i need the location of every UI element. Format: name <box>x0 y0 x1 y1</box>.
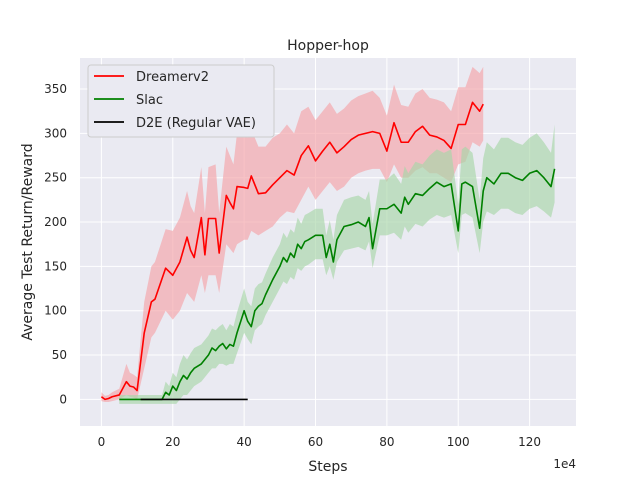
chart-title: Hopper-hop <box>287 38 369 54</box>
x-axis-multiplier: 1e4 <box>553 457 576 471</box>
x-tick-label: 120 <box>518 435 541 449</box>
y-tick-label: 300 <box>44 126 67 140</box>
legend-label-dreamerv2: Dreamerv2 <box>136 70 209 85</box>
x-tick-label: 60 <box>308 435 323 449</box>
series-lines <box>100 101 556 401</box>
y-tick-label: 150 <box>44 259 67 273</box>
x-tick-labels: 0 20 40 60 80 100 120 <box>98 435 541 449</box>
legend: Dreamerv2 Slac D2E (Regular VAE) <box>87 64 275 138</box>
legend-label-slac: Slac <box>136 93 163 108</box>
x-axis-label: Steps <box>308 459 347 475</box>
x-tick-label: 20 <box>165 435 180 449</box>
legend-label-d2e: D2E (Regular VAE) <box>136 116 256 131</box>
x-tick-label: 0 <box>98 435 106 449</box>
y-tick-label: 200 <box>44 215 67 229</box>
y-tick-label: 50 <box>52 348 67 362</box>
line-slac <box>119 168 556 401</box>
x-tick-label: 80 <box>379 435 394 449</box>
y-tick-label: 0 <box>59 392 67 406</box>
line-dreamerv2 <box>100 101 484 401</box>
x-tick-label: 40 <box>237 435 252 449</box>
x-tick-label: 100 <box>447 435 470 449</box>
y-tick-labels: 0 50 100 150 200 250 300 350 <box>44 82 67 406</box>
band-slac <box>119 124 555 404</box>
y-tick-label: 250 <box>44 171 67 185</box>
y-axis-label: Average Test Return/Reward <box>20 143 36 340</box>
y-tick-label: 100 <box>44 304 67 318</box>
y-tick-label: 350 <box>44 82 67 96</box>
legend-box <box>87 64 275 138</box>
